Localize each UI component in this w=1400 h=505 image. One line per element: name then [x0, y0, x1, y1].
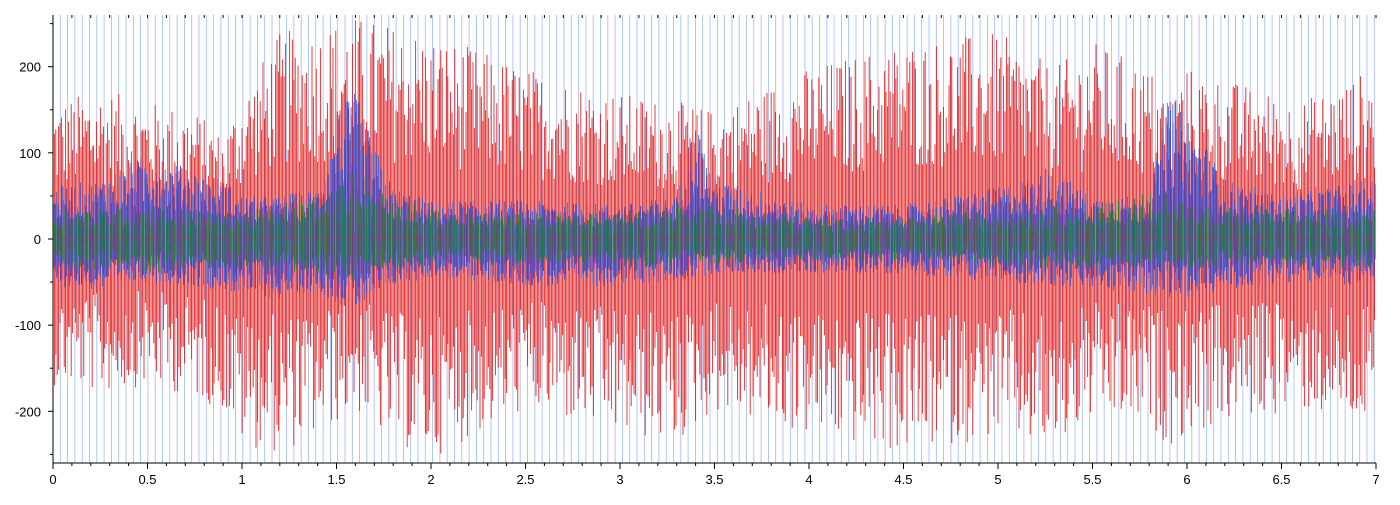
- axes-layer: 0 0.5 1 1.5 2 2.5 3 3.5 4 4.5 5 5.5 6 6.5 7 200 100 0 -100…: [15, 15, 1380, 487]
- x-tick-label: 5.5: [1083, 472, 1101, 487]
- x-tick-label: 0: [49, 472, 56, 487]
- x-tick-label: 4: [805, 472, 812, 487]
- y-tick-label: 100: [19, 146, 41, 161]
- y-tick-label: 200: [19, 60, 41, 75]
- x-tick-label: 4.5: [894, 472, 912, 487]
- x-tick-label: 7: [1372, 472, 1379, 487]
- x-tick-label: 1: [238, 472, 245, 487]
- x-tick-label: 2.5: [516, 472, 534, 487]
- y-tick-label: 0: [34, 232, 41, 247]
- x-tick-label: 2: [427, 472, 434, 487]
- x-tick-label: 0.5: [138, 472, 156, 487]
- x-tick-label: 3: [616, 472, 623, 487]
- y-tick-label: -100: [15, 318, 41, 333]
- y-tick-label: -200: [15, 404, 41, 419]
- x-tick-label: 6.5: [1272, 472, 1290, 487]
- x-tick-label: 3.5: [705, 472, 723, 487]
- x-tick-label: 1.5: [327, 472, 345, 487]
- x-tick-label: 6: [1183, 472, 1190, 487]
- x-tick-label: 5: [994, 472, 1001, 487]
